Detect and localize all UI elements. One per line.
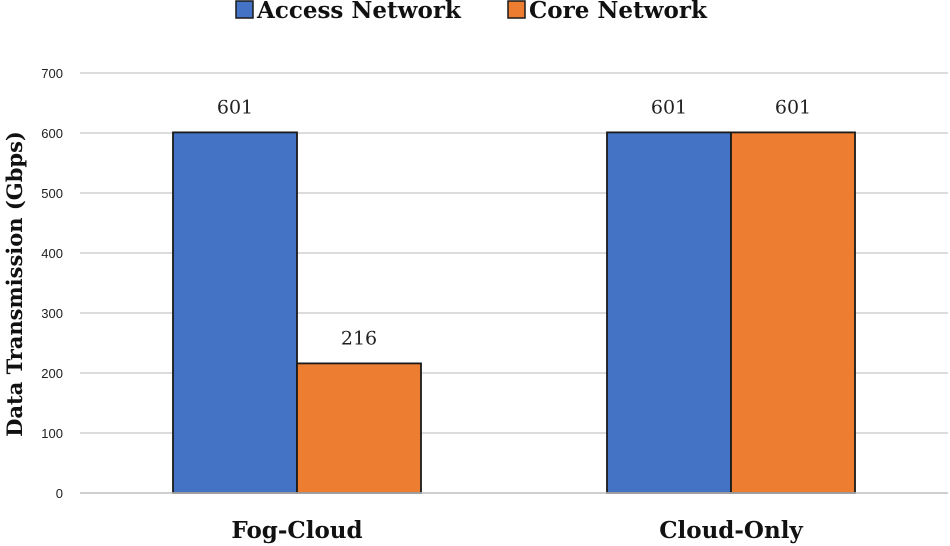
legend-swatch [235, 0, 254, 19]
bar-access-network-fog-cloud [172, 131, 298, 494]
bars [172, 131, 856, 494]
data-label: 601 [217, 96, 253, 118]
x-category-label: Cloud-Only [659, 517, 803, 544]
bar-access-network-cloud-only [606, 131, 732, 494]
x-category-label: Fog-Cloud [231, 517, 362, 544]
legend-swatch [507, 0, 526, 19]
y-tick-label: 0 [56, 486, 63, 501]
y-axis-ticks: 0 100 200 300 400 500 600 700 [41, 66, 63, 501]
data-labels: 601 216 601 601 [217, 96, 811, 349]
y-tick-label: 600 [41, 126, 63, 141]
y-axis-title: Data Transmission (Gbps) [2, 131, 27, 437]
data-label: 601 [775, 96, 811, 118]
y-tick-label: 100 [41, 426, 63, 441]
y-tick-label: 200 [41, 366, 63, 381]
bar-core-network-fog-cloud [296, 362, 422, 494]
data-label: 216 [341, 327, 377, 349]
y-tick-label: 300 [41, 306, 63, 321]
y-tick-label: 500 [41, 186, 63, 201]
x-axis-labels: Fog-Cloud Cloud-Only [231, 517, 803, 544]
legend-label: Core Network [529, 0, 708, 24]
legend: Access Network Core Network [235, 0, 708, 24]
y-tick-label: 400 [41, 246, 63, 261]
bar-core-network-cloud-only [730, 131, 856, 494]
legend-label: Access Network [256, 0, 462, 24]
data-label: 601 [651, 96, 687, 118]
y-tick-label: 700 [41, 66, 63, 81]
